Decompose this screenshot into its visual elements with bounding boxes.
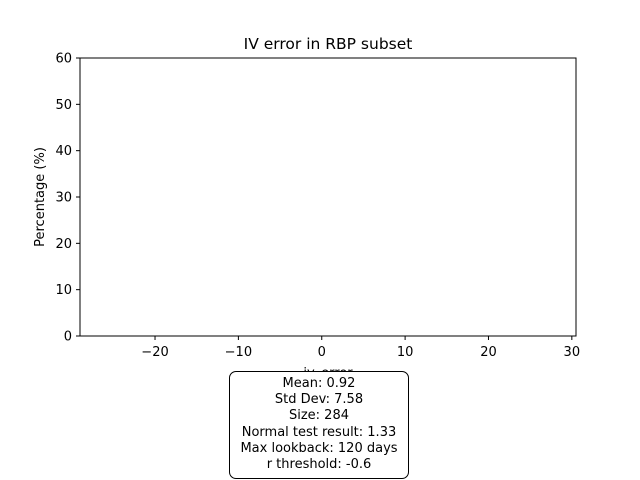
stats-std-dev: Std Dev: 7.58 xyxy=(274,392,364,408)
chart-title: IV error in RBP subset xyxy=(244,35,413,53)
y-tick-label: 60 xyxy=(55,52,72,67)
x-tick-label: −20 xyxy=(141,345,168,360)
stats-mean: Mean: 0.92 xyxy=(282,376,356,391)
stats-box: Mean: 0.92 Std Dev: 7.58 Size: 284 Norma… xyxy=(229,371,409,479)
y-axis-label: Percentage (%) xyxy=(33,147,48,247)
y-tick-label: 0 xyxy=(64,330,72,345)
x-tick-label: 10 xyxy=(397,345,414,360)
stats-size: Size: 284 xyxy=(288,408,349,424)
y-tick-label: 10 xyxy=(55,283,72,298)
x-tick-label: 20 xyxy=(480,345,497,360)
x-tick-label: −10 xyxy=(225,345,252,360)
x-tick-label: 0 xyxy=(318,345,326,360)
y-tick-label: 30 xyxy=(55,191,72,206)
y-axis-ticks: 0 10 20 30 40 50 60 xyxy=(55,52,80,345)
y-tick-label: 50 xyxy=(55,98,72,113)
stats-r-threshold: r threshold: -0.6 xyxy=(266,457,372,473)
x-axis-ticks: −20 −10 0 10 20 30 xyxy=(141,336,580,360)
stats-max-lookback: Max lookback: 120 days xyxy=(240,440,398,456)
stats-normal-test: Normal test result: 1.33 xyxy=(241,424,397,440)
x-tick-label: 30 xyxy=(564,345,581,360)
y-tick-label: 40 xyxy=(55,144,72,159)
y-tick-label: 20 xyxy=(55,237,72,252)
plot-area xyxy=(79,57,577,337)
